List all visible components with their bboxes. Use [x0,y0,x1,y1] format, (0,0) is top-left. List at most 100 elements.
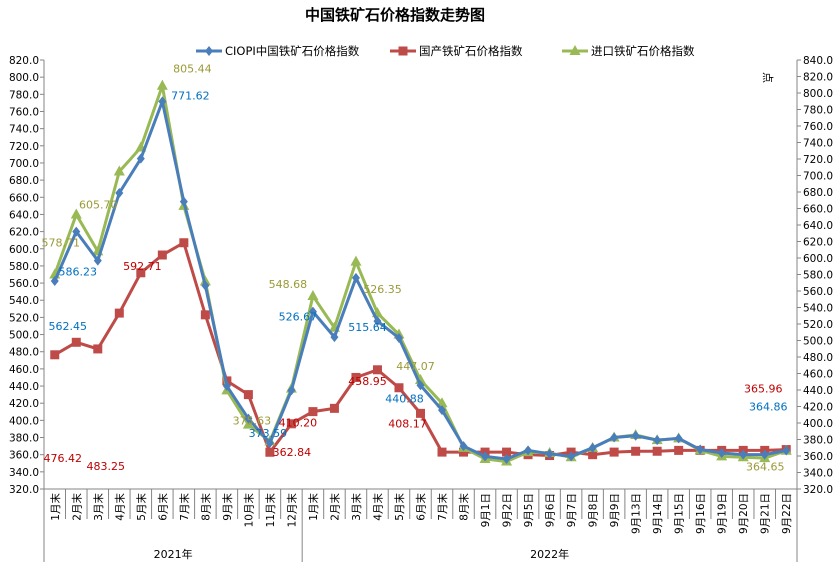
data-label: 805.44 [173,63,212,76]
left-tick-label: 440.0 [9,381,39,393]
right-tick-label: 320.0 [803,484,833,496]
diamond-marker [610,432,619,443]
left-tick-label: 360.0 [9,450,39,462]
left-tick-label: 540.0 [9,295,39,307]
diamond-marker [265,438,274,449]
right-tick-label: 540.0 [803,303,833,315]
left-tick-label: 800.0 [9,72,39,84]
right-tick-label: 500.0 [803,336,833,348]
diamond-marker [739,449,748,460]
diamond-marker [588,442,597,453]
diamond-marker [631,430,640,441]
diamond-marker [93,255,102,266]
x-tick-label: 9月5日 [523,493,535,527]
square-marker [329,403,339,413]
x-tick-label: 1月末 [307,493,320,521]
x-tick-label: 8月末 [199,493,212,521]
diamond-marker [244,413,253,424]
left-tick-label: 820.0 [9,55,39,67]
square-marker [394,383,404,393]
diamond-marker [782,445,791,456]
x-tick-label: 9月1日 [480,493,492,527]
year-group-label: 2021年 [154,547,193,561]
data-label: 605.70 [79,198,118,211]
data-label: 364.65 [746,461,785,474]
right-tick-label: 720.0 [803,154,833,166]
left-tick-label: 780.0 [9,89,39,101]
right-tick-label: 640.0 [803,220,833,232]
legend-label: CIOPI中国铁矿石价格指数 [225,44,360,58]
x-tick-label: 2月末 [328,493,341,521]
square-marker [459,447,469,457]
right-tick-label: 560.0 [803,286,833,298]
square-marker [398,46,408,56]
right-tick-label: 380.0 [803,435,833,447]
triangle-marker [156,79,168,90]
data-labels: 578.71 605.70 805.44 771.62 562.45 586.23 476.… [42,63,788,474]
x-tick-label: 9月13日 [631,493,643,534]
right-tick-label: 520.0 [803,319,833,331]
x-tick-label: 9月19日 [717,493,729,534]
left-tick-label: 720.0 [9,141,39,153]
triangle-marker [70,208,82,219]
x-tick-label: 9月15日 [674,493,686,534]
data-label: 562.45 [49,320,88,333]
left-tick-label: 740.0 [9,124,39,136]
square-marker [179,238,189,248]
diamond-marker [179,196,188,207]
series-0 [50,96,791,464]
left-tick-label: 600.0 [9,244,39,256]
diamond-marker [459,441,468,452]
left-tick-label: 660.0 [9,192,39,204]
square-marker [93,344,103,354]
diamond-marker [158,96,167,107]
square-marker [588,450,598,460]
x-tick-label: 9月21日 [760,493,772,534]
square-marker [136,268,146,278]
data-label: 440.88 [385,392,424,405]
right-tick-label: 360.0 [803,451,833,463]
diamond-marker [717,447,726,458]
x-tick-label: 3月末 [92,493,105,521]
left-tick-label: 480.0 [9,347,39,359]
data-label: 526.67 [279,311,318,324]
data-label: 458.95 [348,375,387,388]
x-tick-label: 4月末 [113,493,126,521]
right-tick-label: 600.0 [803,253,833,265]
right-axis-unit: 点 [761,72,774,83]
series-line [53,96,787,461]
square-marker [652,446,662,456]
x-tick-label: 8月末 [458,493,471,521]
right-tick-label: 700.0 [803,171,833,183]
legend: CIOPI中国铁矿石价格指数 国产铁矿石价格指数 进口铁矿石价格指数 [196,44,695,58]
right-tick-label: 840.0 [803,55,833,67]
diamond-marker [50,275,59,286]
data-label: 375.63 [233,414,272,427]
diamond-marker [72,226,81,237]
diamond-marker [567,451,576,462]
square-marker [674,445,684,455]
square-marker [437,447,447,457]
x-tick-label: 7月末 [178,493,191,521]
right-tick-label: 820.0 [803,72,833,84]
diamond-marker [438,405,447,416]
x-tick-label: 5月末 [393,493,406,521]
diamond-marker [287,385,296,396]
data-label: 515.64 [348,321,387,334]
data-label: 373.59 [249,427,288,440]
right-tick-label: 400.0 [803,418,833,430]
data-label: 586.23 [59,266,98,279]
year-group-label: 2022年 [530,547,569,561]
diamond-marker [674,433,683,444]
x-tick-label: 11月末 [264,493,277,528]
right-tick-label: 480.0 [803,352,833,364]
diamond-marker [653,435,662,446]
chart-title: 中国铁矿石价格指数走势图 [305,6,485,24]
x-tick-label: 5月末 [135,493,148,521]
diamond-marker [205,46,213,56]
x-tick-label: 3月末 [350,493,363,521]
left-tick-label: 460.0 [9,364,39,376]
diamond-marker [502,453,511,464]
data-label: 476.42 [44,452,83,465]
x-tick-label: 9月末 [221,493,234,521]
